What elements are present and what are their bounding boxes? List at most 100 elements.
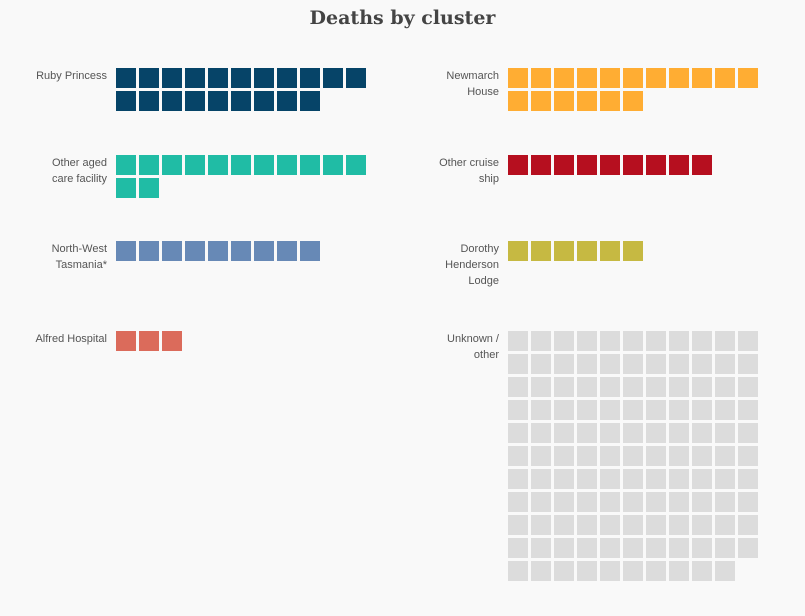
waffle-square <box>531 423 551 443</box>
waffle-square <box>162 91 182 111</box>
waffle-square <box>623 354 643 374</box>
cluster-label-other-cruise-ship: Other cruise ship <box>439 157 499 185</box>
waffle-square <box>577 68 597 88</box>
chart-title: Deaths by cluster <box>309 7 496 29</box>
waffle-square <box>623 446 643 466</box>
waffle-square <box>738 538 758 558</box>
waffle-square <box>577 446 597 466</box>
waffle-square <box>623 538 643 558</box>
waffle-square <box>692 68 712 88</box>
waffle-square <box>600 331 620 351</box>
waffle-square <box>346 155 366 175</box>
waffle-square <box>300 91 320 111</box>
waffle-square <box>715 469 735 489</box>
waffle-square <box>508 492 528 512</box>
waffle-square <box>600 492 620 512</box>
waffle-square <box>692 469 712 489</box>
waffle-square <box>715 492 735 512</box>
waffle-square <box>669 354 689 374</box>
waffle-square <box>646 538 666 558</box>
waffle-square <box>277 68 297 88</box>
waffle-square <box>738 446 758 466</box>
waffle-square <box>531 68 551 88</box>
waffle-square <box>254 241 274 261</box>
waffle-square <box>531 538 551 558</box>
waffle-square <box>600 515 620 535</box>
waffle-square <box>669 446 689 466</box>
waffle-square <box>600 446 620 466</box>
waffle-square <box>116 68 136 88</box>
waffle-square <box>646 331 666 351</box>
waffle-square <box>600 68 620 88</box>
cluster-label-alfred-hospital: Alfred Hospital <box>35 333 107 345</box>
waffle-square <box>323 68 343 88</box>
waffle-square <box>669 400 689 420</box>
waffle-square <box>692 377 712 397</box>
waffle-square <box>531 469 551 489</box>
waffle-square <box>669 538 689 558</box>
waffle-square <box>692 538 712 558</box>
waffle-square <box>531 377 551 397</box>
waffle-square <box>300 241 320 261</box>
waffle-square <box>531 155 551 175</box>
waffle-square <box>116 241 136 261</box>
waffle-square <box>715 446 735 466</box>
waffle-square <box>508 400 528 420</box>
waffle-square <box>554 68 574 88</box>
waffle-square <box>185 91 205 111</box>
waffle-square <box>554 91 574 111</box>
waffle-square <box>646 354 666 374</box>
waffle-square <box>139 91 159 111</box>
waffle-square <box>531 561 551 581</box>
waffle-square <box>531 331 551 351</box>
waffle-square <box>715 354 735 374</box>
waffle-square <box>600 538 620 558</box>
waffle-dorothy-henderson-lodge <box>508 241 758 261</box>
waffle-square <box>185 155 205 175</box>
waffle-square <box>139 68 159 88</box>
waffle-square <box>600 423 620 443</box>
waffle-square <box>254 68 274 88</box>
waffle-square <box>554 469 574 489</box>
waffle-square <box>623 400 643 420</box>
waffle-square <box>715 377 735 397</box>
waffle-square <box>554 538 574 558</box>
waffle-square <box>508 241 528 261</box>
cluster-label-ruby-princess: Ruby Princess <box>36 70 107 82</box>
waffle-square <box>254 155 274 175</box>
waffle-square <box>577 155 597 175</box>
waffle-square <box>323 155 343 175</box>
waffle-square <box>577 515 597 535</box>
waffle-square <box>577 561 597 581</box>
waffle-square <box>231 91 251 111</box>
waffle-square <box>600 377 620 397</box>
waffle-square <box>162 68 182 88</box>
waffle-square <box>646 561 666 581</box>
cluster-label-other-aged-care: Other aged care facility <box>51 157 107 185</box>
cluster-label-north-west-tasmania: North-West Tasmania* <box>51 243 107 271</box>
waffle-square <box>577 241 597 261</box>
waffle-square <box>554 492 574 512</box>
waffle-square <box>208 155 228 175</box>
waffle-square <box>531 354 551 374</box>
waffle-square <box>508 446 528 466</box>
waffle-square <box>554 377 574 397</box>
waffle-square <box>715 68 735 88</box>
waffle-square <box>669 423 689 443</box>
cluster-label-dorothy-henderson-lodge: Dorothy Henderson Lodge <box>445 243 499 287</box>
waffle-north-west-tasmania <box>116 241 366 261</box>
waffle-other-cruise-ship <box>508 155 758 175</box>
waffle-square <box>554 241 574 261</box>
waffle-square <box>231 241 251 261</box>
waffle-square <box>208 68 228 88</box>
waffle-square <box>531 515 551 535</box>
waffle-square <box>577 91 597 111</box>
waffle-square <box>646 377 666 397</box>
waffle-square <box>508 469 528 489</box>
waffle-square <box>577 538 597 558</box>
waffle-square <box>508 377 528 397</box>
waffle-square <box>646 515 666 535</box>
waffle-square <box>646 400 666 420</box>
waffle-other-aged-care <box>116 155 366 198</box>
waffle-square <box>508 561 528 581</box>
